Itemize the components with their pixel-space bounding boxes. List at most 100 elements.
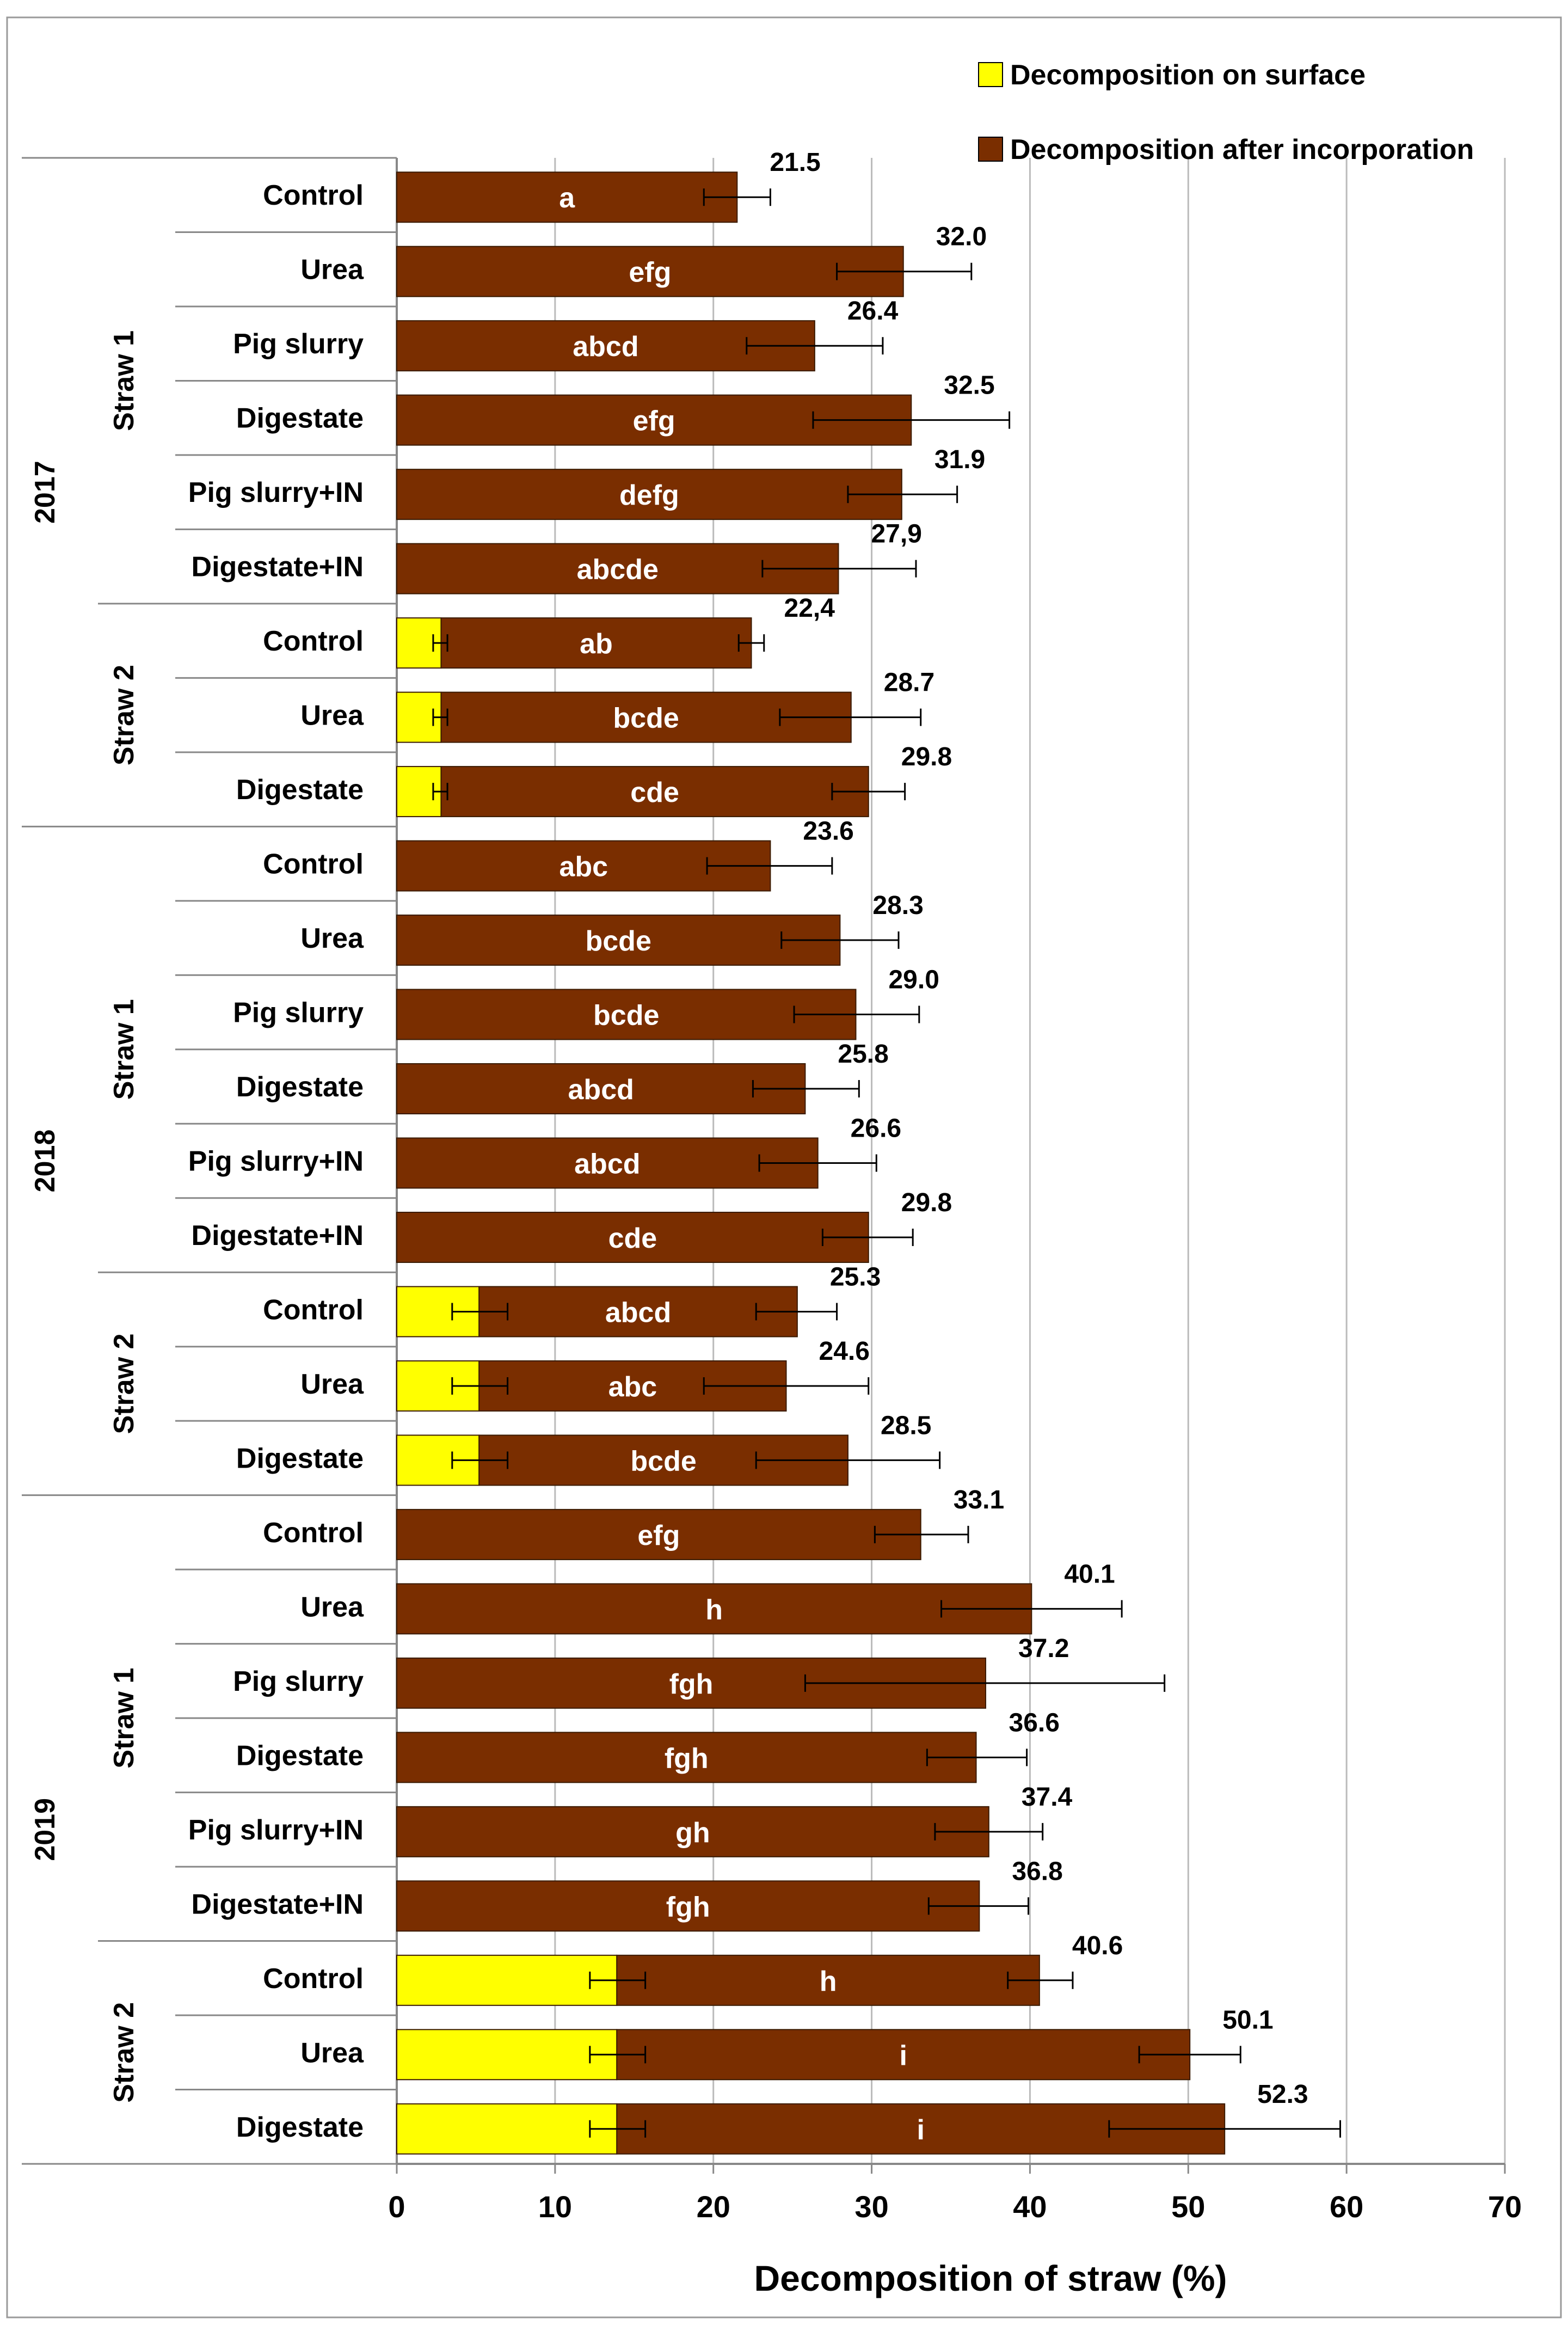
category-label: Digestate bbox=[236, 2112, 364, 2143]
category-label: Urea bbox=[300, 1591, 364, 1623]
significance-letters: abcd bbox=[568, 1074, 634, 1106]
value-label: 22,4 bbox=[784, 594, 835, 623]
bar-incorporation bbox=[616, 2029, 1191, 2081]
category-label: Digestate bbox=[236, 1740, 364, 1771]
x-tick-label-2: 20 bbox=[697, 2189, 730, 2224]
significance-letters: fgh bbox=[665, 1743, 709, 1774]
category-label: Digestate bbox=[236, 1443, 364, 1474]
category-label: Digestate+IN bbox=[192, 1220, 364, 1252]
bar-incorporation bbox=[396, 246, 904, 297]
category-label: Control bbox=[263, 180, 364, 211]
bar-incorporation bbox=[396, 1806, 989, 1857]
category-label: Digestate bbox=[236, 403, 364, 434]
category-label: Digestate+IN bbox=[192, 551, 364, 583]
year-label: 2018 bbox=[29, 1130, 61, 1193]
significance-letters: cde bbox=[608, 1223, 657, 1254]
legend-swatch-1 bbox=[978, 137, 1003, 162]
significance-letters: efg bbox=[633, 406, 675, 437]
category-label: Digestate+IN bbox=[192, 1888, 364, 1920]
significance-letters: bcde bbox=[613, 703, 679, 734]
bar-incorporation bbox=[440, 766, 869, 818]
significance-letters: abcd bbox=[573, 331, 638, 363]
legend-label-1: Decomposition after incorporation bbox=[1010, 134, 1474, 165]
x-tick-label-0: 0 bbox=[388, 2189, 405, 2224]
significance-letters: abcde bbox=[577, 554, 659, 586]
x-tick-label-5: 50 bbox=[1171, 2189, 1205, 2224]
category-label: Control bbox=[263, 1294, 364, 1326]
value-label: 50.1 bbox=[1222, 2005, 1273, 2034]
bar-incorporation bbox=[396, 1137, 819, 1189]
value-label: 26.4 bbox=[847, 297, 899, 326]
category-label: Pig slurry bbox=[233, 1666, 364, 1697]
value-label: 36.8 bbox=[1012, 1857, 1062, 1886]
category-label: Pig slurry+IN bbox=[188, 1146, 364, 1177]
significance-letters: abc bbox=[559, 851, 608, 883]
category-label: Control bbox=[263, 1517, 364, 1549]
category-label: Urea bbox=[300, 700, 364, 732]
category-label: Pig slurry+IN bbox=[188, 1814, 364, 1846]
significance-letters: a bbox=[559, 182, 575, 214]
significance-letters: bcde bbox=[593, 1000, 659, 1032]
category-label: Control bbox=[263, 625, 364, 657]
value-label: 28.3 bbox=[872, 891, 923, 920]
category-label: Pig slurry+IN bbox=[188, 477, 364, 508]
subgroup-label: Straw 1 bbox=[108, 999, 140, 1100]
significance-letters: efg bbox=[629, 257, 671, 289]
value-label: 28.7 bbox=[884, 668, 934, 697]
value-label: 40.1 bbox=[1064, 1560, 1115, 1588]
significance-letters: abcd bbox=[574, 1149, 640, 1180]
value-label: 27,9 bbox=[871, 520, 921, 549]
category-label: Digestate bbox=[236, 774, 364, 806]
year-label: 2017 bbox=[29, 461, 61, 524]
significance-letters: fgh bbox=[666, 1891, 710, 1923]
bar-surface bbox=[396, 2029, 618, 2081]
category-label: Urea bbox=[300, 2037, 364, 2069]
value-label: 52.3 bbox=[1257, 2080, 1308, 2109]
significance-letters: fgh bbox=[669, 1668, 714, 1700]
x-tick-label-1: 10 bbox=[538, 2189, 572, 2224]
value-label: 21.5 bbox=[770, 148, 820, 177]
category-label: Pig slurry bbox=[233, 997, 364, 1029]
category-label: Urea bbox=[300, 923, 364, 954]
value-label: 25.8 bbox=[838, 1040, 888, 1069]
significance-letters: h bbox=[705, 1594, 723, 1625]
x-axis-title: Decomposition of straw (%) bbox=[754, 2258, 1227, 2298]
value-label: 31.9 bbox=[934, 445, 985, 474]
significance-letters: abcd bbox=[605, 1297, 671, 1328]
chart-frame bbox=[6, 16, 1562, 2318]
value-label: 33.1 bbox=[954, 1486, 1004, 1514]
subgroup-label: Straw 1 bbox=[108, 330, 140, 431]
value-label: 23.6 bbox=[803, 817, 853, 846]
value-label: 32.0 bbox=[936, 223, 987, 251]
significance-letters: gh bbox=[675, 1817, 710, 1849]
significance-letters: h bbox=[820, 1966, 837, 1997]
value-label: 37.4 bbox=[1022, 1783, 1073, 1812]
bar-incorporation bbox=[396, 915, 841, 966]
x-tick-label-3: 30 bbox=[854, 2189, 888, 2224]
bar-incorporation bbox=[396, 1880, 980, 1932]
category-label: Urea bbox=[300, 1369, 364, 1400]
value-label: 28.5 bbox=[881, 1411, 931, 1440]
bar-incorporation bbox=[396, 1063, 806, 1115]
bar-incorporation bbox=[396, 1732, 977, 1783]
bar-surface bbox=[396, 2103, 618, 2155]
value-label: 24.6 bbox=[819, 1337, 870, 1366]
value-label: 29.8 bbox=[901, 743, 952, 771]
significance-letters: bcde bbox=[630, 1445, 696, 1477]
significance-letters: defg bbox=[619, 480, 679, 511]
bar-incorporation bbox=[396, 989, 857, 1040]
category-label: Urea bbox=[300, 254, 364, 286]
category-label: Control bbox=[263, 849, 364, 880]
significance-letters: i bbox=[917, 2114, 925, 2146]
value-label: 26.6 bbox=[851, 1114, 901, 1143]
significance-letters: efg bbox=[637, 1520, 680, 1551]
subgroup-label: Straw 2 bbox=[108, 2002, 140, 2103]
significance-letters: abc bbox=[608, 1371, 657, 1403]
subgroup-label: Straw 2 bbox=[108, 1333, 140, 1434]
significance-letters: i bbox=[900, 2040, 907, 2071]
category-label: Control bbox=[263, 1963, 364, 1995]
value-label: 29.8 bbox=[901, 1188, 952, 1217]
x-tick-label-4: 40 bbox=[1013, 2189, 1047, 2224]
x-tick-label-6: 60 bbox=[1330, 2189, 1363, 2224]
